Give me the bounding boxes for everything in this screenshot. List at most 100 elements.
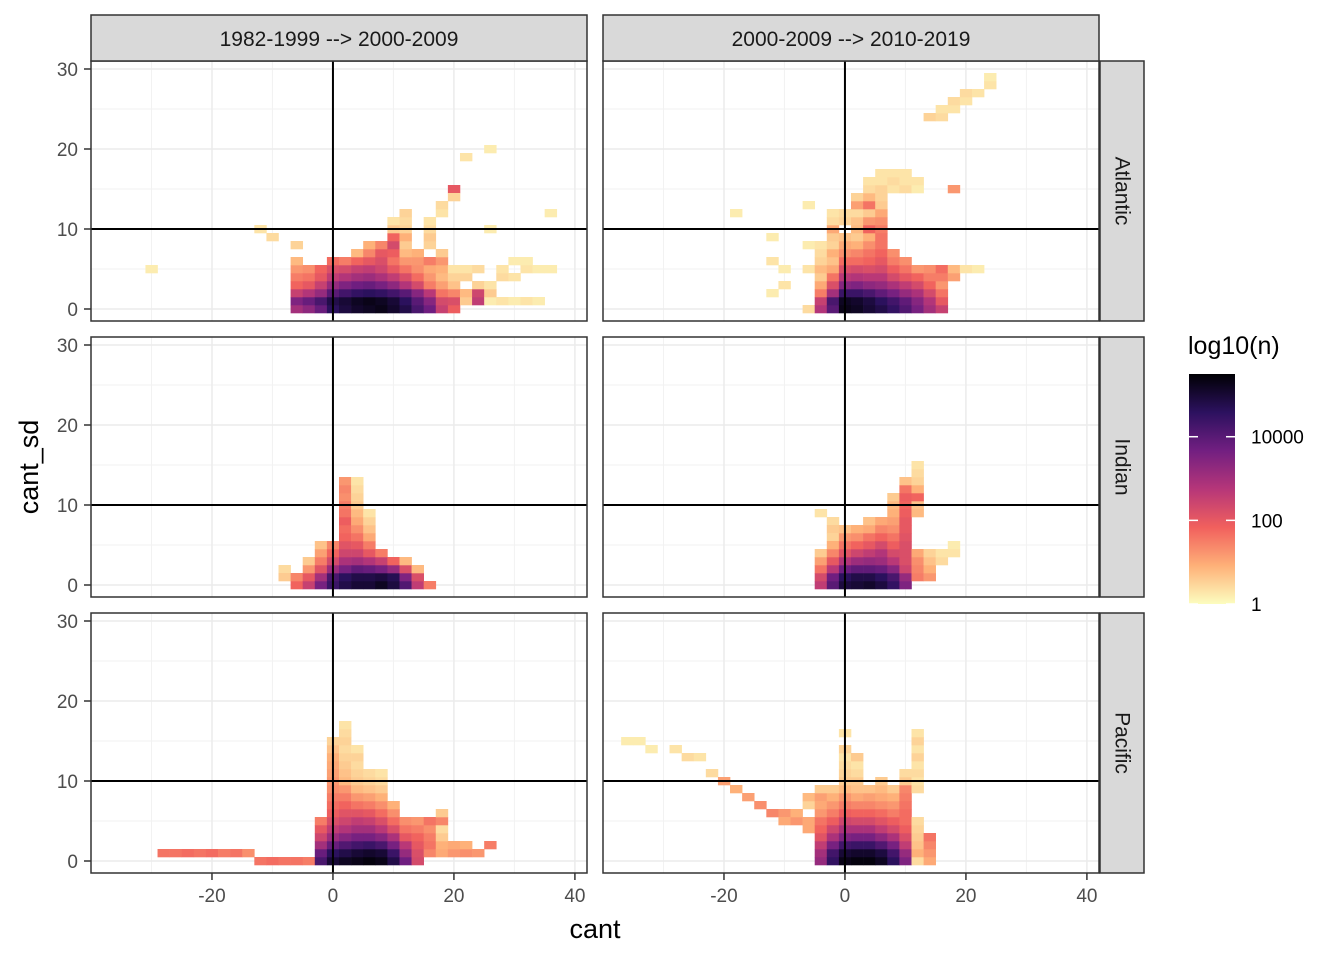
heatmap-cell — [435, 289, 449, 298]
heatmap-cell — [911, 753, 924, 762]
heatmap-cell — [875, 289, 888, 298]
heatmap-cell — [911, 477, 924, 486]
heatmap-cell — [351, 533, 364, 542]
heatmap-cell — [899, 557, 912, 566]
heatmap-cell — [484, 289, 497, 298]
heatmap-cell — [899, 833, 912, 842]
heatmap-cell — [314, 557, 328, 566]
heatmap-cell — [863, 833, 876, 842]
heatmap-cell — [363, 541, 376, 550]
x-tick-label: -20 — [198, 886, 225, 907]
heatmap-cell — [814, 841, 828, 850]
heatmap-cell — [875, 817, 888, 826]
heatmap-cell — [875, 825, 888, 834]
heatmap-cell — [399, 817, 412, 826]
heatmap-cell — [435, 257, 449, 266]
heatmap-cell — [863, 241, 876, 250]
heatmap-cell — [435, 281, 449, 290]
heatmap-cell — [411, 297, 424, 306]
heatmap-cell — [705, 769, 719, 778]
heatmap-cell — [899, 177, 912, 186]
heatmap-cell — [375, 305, 388, 314]
heatmap-cell — [826, 517, 840, 526]
heatmap-cell — [887, 581, 900, 590]
heatmap-cell — [899, 169, 912, 178]
heatmap-cell — [802, 825, 816, 834]
heatmap-cell — [351, 833, 364, 842]
heatmap-cell — [923, 113, 936, 122]
heatmap-cell — [290, 581, 304, 590]
heatmap-cell — [935, 305, 949, 314]
heatmap-cell — [766, 289, 779, 298]
heatmap-cell — [435, 201, 449, 210]
heatmap-cell — [851, 257, 864, 266]
heatmap-cell — [339, 793, 352, 802]
heatmap-cell — [290, 573, 304, 582]
heatmap-cell — [399, 857, 412, 866]
heatmap-cell — [911, 549, 924, 558]
heatmap-cell — [814, 801, 828, 810]
heatmap-cell — [851, 273, 864, 282]
heatmap-cell — [459, 153, 473, 162]
heatmap-cell — [290, 265, 304, 274]
heatmap-cell — [363, 533, 376, 542]
x-tick-label: 0 — [840, 886, 851, 907]
heatmap-cell — [435, 849, 449, 858]
heatmap-cell — [484, 281, 497, 290]
heatmap-cell — [863, 201, 876, 210]
heatmap-cell — [826, 825, 840, 834]
heatmap-cell — [339, 265, 352, 274]
heatmap-cell — [863, 265, 876, 274]
heatmap-cell — [351, 809, 364, 818]
heatmap-cell — [984, 81, 997, 90]
heatmap-cell — [314, 817, 328, 826]
heatmap-cell — [899, 801, 912, 810]
heatmap-cell — [899, 185, 912, 194]
heatmap-cell — [875, 549, 888, 558]
heatmap-cell — [863, 525, 876, 534]
heatmap-cell — [363, 509, 376, 518]
heatmap-cell — [363, 241, 376, 250]
heatmap-cell — [826, 857, 840, 866]
heatmap-cell — [278, 857, 291, 866]
heatmap-cell — [193, 849, 207, 858]
heatmap-cell — [363, 581, 376, 590]
heatmap-cell — [484, 297, 497, 306]
heatmap-cell — [496, 265, 509, 274]
heatmap-cell — [851, 849, 864, 858]
heatmap-cell — [863, 177, 876, 186]
heatmap-cell — [887, 509, 900, 518]
heatmap-cell — [887, 801, 900, 810]
heatmap-cell — [387, 833, 400, 842]
heatmap-cell — [826, 273, 840, 282]
heatmap-cell — [411, 841, 424, 850]
heatmap-cell — [339, 849, 352, 858]
heatmap-cell — [923, 565, 936, 574]
heatmap-cell — [959, 265, 973, 274]
heatmap-cell — [899, 297, 912, 306]
heatmap-cell — [911, 849, 924, 858]
heatmap-cell — [826, 817, 840, 826]
heatmap-cell — [814, 565, 828, 574]
heatmap-cell — [339, 565, 352, 574]
heatmap-cell — [339, 485, 352, 494]
heatmap-cell — [363, 769, 376, 778]
strip-background — [1099, 60, 1145, 322]
heatmap-cell — [290, 241, 304, 250]
heatmap-cell — [351, 769, 364, 778]
heatmap-cell — [633, 737, 646, 746]
heatmap-cell — [875, 565, 888, 574]
heatmap-cell — [339, 581, 352, 590]
heatmap-cell — [314, 825, 328, 834]
heatmap-cell — [814, 785, 828, 794]
heatmap-cell — [411, 565, 424, 574]
legend-title: log10(n) — [1188, 332, 1280, 360]
heatmap-cell — [532, 265, 545, 274]
heatmap-cell — [863, 541, 876, 550]
heatmap-cell — [375, 289, 388, 298]
heatmap-cell — [899, 289, 912, 298]
heatmap-cell — [411, 305, 424, 314]
heatmap-cell — [314, 549, 328, 558]
heatmap-cell — [302, 581, 316, 590]
heatmap-cell — [887, 525, 900, 534]
